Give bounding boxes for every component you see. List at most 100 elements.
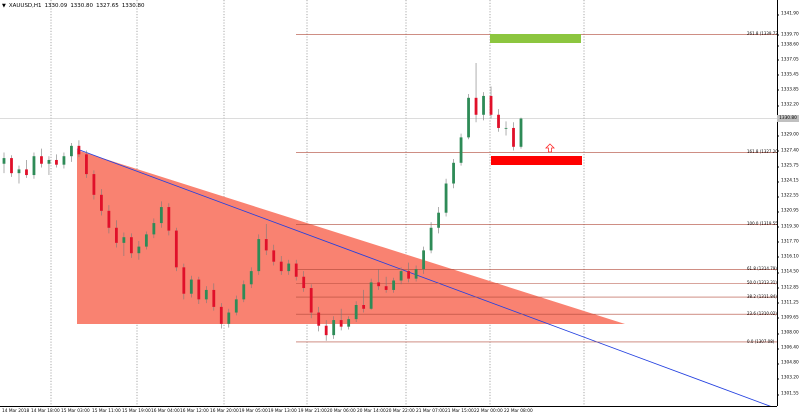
price-tick-label: 1324.15 xyxy=(777,178,799,184)
bear-candle xyxy=(302,271,306,292)
candle-body xyxy=(362,305,366,309)
candle-body xyxy=(497,114,500,128)
bear-candle xyxy=(10,155,13,177)
time-tick-label: 14 Mar 18:00 xyxy=(31,409,60,414)
bull-candle xyxy=(467,94,470,140)
candle-body xyxy=(429,227,433,251)
bear-candle xyxy=(317,306,321,332)
bull-candle xyxy=(204,286,208,304)
bear-candle xyxy=(129,233,133,258)
candle-body xyxy=(100,194,103,211)
time-tick-label: 16 Mar 04:00 xyxy=(151,409,180,414)
bull-candle xyxy=(227,308,231,328)
time-tick-label: 16 Mar 12:00 xyxy=(180,409,209,414)
fib-level-label: 0.0 (1307.08) xyxy=(747,338,775,344)
current-price-badge: 1330.80 xyxy=(777,115,799,123)
price-tick-label: 1316.10 xyxy=(777,254,799,260)
collapse-triangle-icon[interactable]: ▼ xyxy=(2,3,6,9)
bear-candle xyxy=(85,150,88,178)
bear-candle xyxy=(25,159,28,178)
candle-body xyxy=(257,239,261,272)
price-tick-label: 1304.80 xyxy=(777,360,799,366)
time-tick-label: 19 Mar 21:00 xyxy=(298,409,327,414)
bear-candle xyxy=(407,262,411,283)
bear-candle xyxy=(474,62,478,123)
bear-candle xyxy=(512,122,515,151)
price-tick-label: 1308.00 xyxy=(777,330,799,336)
chart-header: ▼ XAUUSD,H1 1330.09 1330.80 1327.65 1330… xyxy=(2,1,145,11)
candle-body xyxy=(459,137,463,163)
candle-body xyxy=(287,263,291,272)
time-tick-label: 19 Mar 05:00 xyxy=(239,409,268,414)
price-tick-label: 1317.70 xyxy=(777,239,799,245)
bear-candle xyxy=(324,320,328,341)
bear-candle xyxy=(489,86,493,119)
time-tick-label: 15 Mar 19:00 xyxy=(122,409,151,414)
price-tick-label: 1306.40 xyxy=(777,345,799,351)
price-tick-label: 1301.55 xyxy=(777,391,799,397)
time-tick-label: 16 Mar 20:00 xyxy=(210,409,239,414)
price-tick-label: 1325.75 xyxy=(777,163,799,169)
fib-level-label: 161.8 (1327.20) xyxy=(747,149,780,155)
price-tick-label: 1335.45 xyxy=(777,72,799,78)
candle-body xyxy=(107,210,111,228)
candle-body xyxy=(309,288,313,313)
price-tick-label: 1338.60 xyxy=(777,42,799,48)
bear-candle xyxy=(100,189,103,216)
price-scale[interactable]: 1341.90 1339.70 1338.60 1337.05 1335.45 1333.… xyxy=(777,0,800,406)
time-tick-label: 22 Mar 08:00 xyxy=(504,409,533,414)
bull-candle xyxy=(122,232,126,257)
candle-body xyxy=(272,250,276,262)
candle-body xyxy=(519,118,523,147)
price-tick-label: 1309.65 xyxy=(777,315,799,321)
candle-body xyxy=(40,156,43,164)
price-tick-label: 1314.50 xyxy=(777,269,799,275)
bull-candle xyxy=(249,267,253,289)
candle-body xyxy=(212,289,216,307)
bear-candle xyxy=(167,203,171,236)
bull-candle xyxy=(414,265,418,282)
candle-body xyxy=(392,280,396,290)
price-chart-area[interactable] xyxy=(0,0,777,406)
candle-body xyxy=(182,267,186,294)
candle-body xyxy=(324,325,328,336)
entry-stop-zone[interactable] xyxy=(491,156,582,165)
time-tick-label: 21 Mar 07:00 xyxy=(416,409,445,414)
time-tick-label: 19 Mar 13:00 xyxy=(268,409,297,414)
fibonacci-expansion[interactable] xyxy=(296,34,777,343)
candle-body xyxy=(227,312,231,324)
candle-body xyxy=(10,158,13,174)
bear-candle xyxy=(182,263,186,300)
bull-candle xyxy=(234,295,238,316)
candle-body xyxy=(159,207,163,224)
candle-body xyxy=(302,276,306,289)
bear-candle xyxy=(279,256,283,275)
price-tick-label: 1312.85 xyxy=(777,285,799,291)
time-tick-label: 15 Mar 03:00 xyxy=(61,409,90,414)
candle-body xyxy=(399,271,403,281)
candle-body xyxy=(62,156,66,165)
ohlc-low: 1327.65 xyxy=(96,3,119,9)
bear-candle xyxy=(362,289,366,313)
bear-candle xyxy=(384,276,388,293)
time-scale[interactable]: 14 Mar 2018 14 Mar 18:00 15 Mar 03:00 15 Ma… xyxy=(0,406,777,419)
candle-body xyxy=(294,263,298,277)
bear-candle xyxy=(377,269,381,290)
bear-candle xyxy=(497,109,500,132)
triangle-pattern-shape[interactable] xyxy=(77,150,625,324)
candle-body xyxy=(204,289,208,300)
time-tick-label: 21 Mar 15:00 xyxy=(445,409,474,414)
descending-trendline[interactable] xyxy=(76,148,775,406)
candle-body xyxy=(377,282,381,287)
price-tick-label: 1339.70 xyxy=(777,32,799,38)
candle-body xyxy=(219,306,223,324)
candle-body xyxy=(384,286,388,290)
bear-candle xyxy=(55,154,58,168)
fib-level-label: 23.6 (1310.02) xyxy=(747,311,777,317)
bear-candle xyxy=(212,283,216,311)
take-profit-zone[interactable] xyxy=(490,34,581,43)
candle-body xyxy=(467,97,470,138)
candle-body xyxy=(92,174,96,195)
bull-candle xyxy=(62,152,66,169)
